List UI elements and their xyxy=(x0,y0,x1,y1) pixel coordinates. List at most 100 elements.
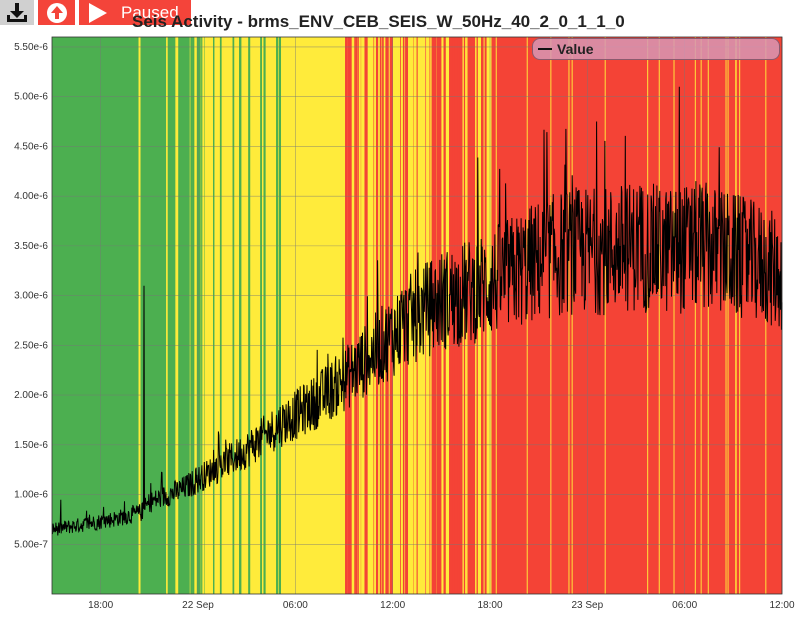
zone-stripe xyxy=(354,37,356,594)
play-pause-button[interactable]: Paused xyxy=(79,0,191,25)
zone-stripe xyxy=(138,37,141,594)
zone-stripe xyxy=(357,37,359,594)
zone-stripe xyxy=(204,37,207,594)
zone-stripe xyxy=(454,37,458,594)
download-button[interactable] xyxy=(0,0,34,25)
zone-stripe xyxy=(248,37,251,594)
zone-stripe xyxy=(278,37,282,594)
zone-stripe xyxy=(256,37,259,594)
play-state-label: Paused xyxy=(121,2,179,22)
zone-stripe xyxy=(261,37,265,594)
zone-stripe xyxy=(205,37,209,594)
y-tick-label: 2.50e-6 xyxy=(14,340,48,351)
zone-stripe xyxy=(246,37,249,594)
y-tick-label: 5.50e-6 xyxy=(14,42,48,53)
zone-stripe xyxy=(364,37,368,594)
zone-stripe xyxy=(475,37,477,594)
zone-stripe xyxy=(240,37,243,594)
zone-stripe xyxy=(568,37,570,594)
zone-stripe xyxy=(187,37,190,594)
zone-stripe xyxy=(658,37,660,594)
zone-stripe xyxy=(239,37,242,594)
upload-circle-icon xyxy=(46,2,67,23)
zone-stripe xyxy=(244,37,248,594)
zone-stripe xyxy=(209,37,212,594)
zone-stripe xyxy=(166,37,168,594)
zone-stripe xyxy=(352,37,354,594)
zone-stripe xyxy=(259,37,262,594)
zone-stripe xyxy=(252,37,254,594)
zone-stripe xyxy=(375,37,378,594)
zone-stripe xyxy=(353,37,355,594)
zone-stripe xyxy=(707,37,709,594)
zone-stripe xyxy=(382,37,384,594)
legend[interactable]: Value xyxy=(532,38,780,60)
zone-stripe xyxy=(571,37,573,594)
x-tick-label: 23 Sep xyxy=(571,600,603,611)
y-tick-label: 1.50e-6 xyxy=(14,440,48,451)
chart-title: Seis Activity - brms_ENV_CEB_SEIS_W_50Hz… xyxy=(132,12,625,31)
zone-stripe xyxy=(526,37,528,594)
zone-stripe xyxy=(273,37,276,594)
zone-stripe xyxy=(185,37,188,594)
zone-stripe xyxy=(272,37,275,594)
legend-label-value: Value xyxy=(557,41,594,57)
zone-stripe xyxy=(468,37,471,594)
zone-stripe xyxy=(271,37,274,594)
zone-stripe xyxy=(232,37,235,594)
zone-stripe xyxy=(738,37,741,594)
series-layer xyxy=(51,86,783,536)
zone-stripe xyxy=(194,37,197,594)
zone-stripe xyxy=(212,37,215,594)
zone-stripe xyxy=(263,37,266,594)
zone-stripe xyxy=(735,37,737,594)
zone-stripe xyxy=(647,37,649,594)
zone-stripe xyxy=(355,37,358,594)
zone-stripe xyxy=(378,37,380,594)
zone-stripe xyxy=(386,37,389,594)
y-tick-label: 3.00e-6 xyxy=(14,291,48,302)
upload-button[interactable] xyxy=(38,0,75,25)
zone-stripe xyxy=(268,37,271,594)
zone-stripe xyxy=(210,37,214,594)
legend-line-icon xyxy=(538,48,552,50)
zone-stripe xyxy=(694,37,696,594)
zone-stripe xyxy=(604,37,606,594)
zone-stripe xyxy=(462,37,464,594)
zone-stripe xyxy=(481,37,483,594)
zone-stripe xyxy=(258,37,261,594)
zone-stripe xyxy=(484,37,487,594)
zone-stripe xyxy=(175,37,179,594)
x-tick-label: 06:00 xyxy=(283,600,308,611)
zone-stripe xyxy=(467,37,470,594)
y-tick-label: 4.00e-6 xyxy=(14,191,48,202)
zone-stripe xyxy=(700,37,702,594)
x-tick-label: 12:00 xyxy=(769,600,794,611)
play-icon xyxy=(89,2,107,23)
plot-frame xyxy=(51,36,783,595)
zone-stripe xyxy=(201,37,203,594)
x-tick-label: 06:00 xyxy=(672,600,697,611)
y-tick-label: 4.50e-6 xyxy=(14,141,48,152)
zone-stripe xyxy=(219,37,222,594)
zone-stripe xyxy=(179,37,181,594)
zone-stripe xyxy=(673,37,675,594)
x-tick-label: 18:00 xyxy=(477,600,502,611)
zone-stripe xyxy=(550,37,552,594)
x-tick-label: 18:00 xyxy=(88,600,113,611)
zone-stripe xyxy=(345,37,348,594)
x-tick-label: 22 Sep xyxy=(182,600,214,611)
zone-stripe xyxy=(374,37,376,594)
zone-stripe xyxy=(348,37,352,594)
zone-stripe xyxy=(347,37,350,594)
zone-stripe xyxy=(243,37,245,594)
zone-stripe xyxy=(228,37,231,594)
download-icon xyxy=(7,2,27,22)
zone-stripe xyxy=(201,37,205,594)
zone-stripe xyxy=(361,37,363,594)
x-tick-label: 12:00 xyxy=(380,600,405,611)
zone-stripe xyxy=(190,37,193,594)
zone-stripe xyxy=(379,37,382,594)
y-tick-label: 5.00e-7 xyxy=(14,539,48,550)
